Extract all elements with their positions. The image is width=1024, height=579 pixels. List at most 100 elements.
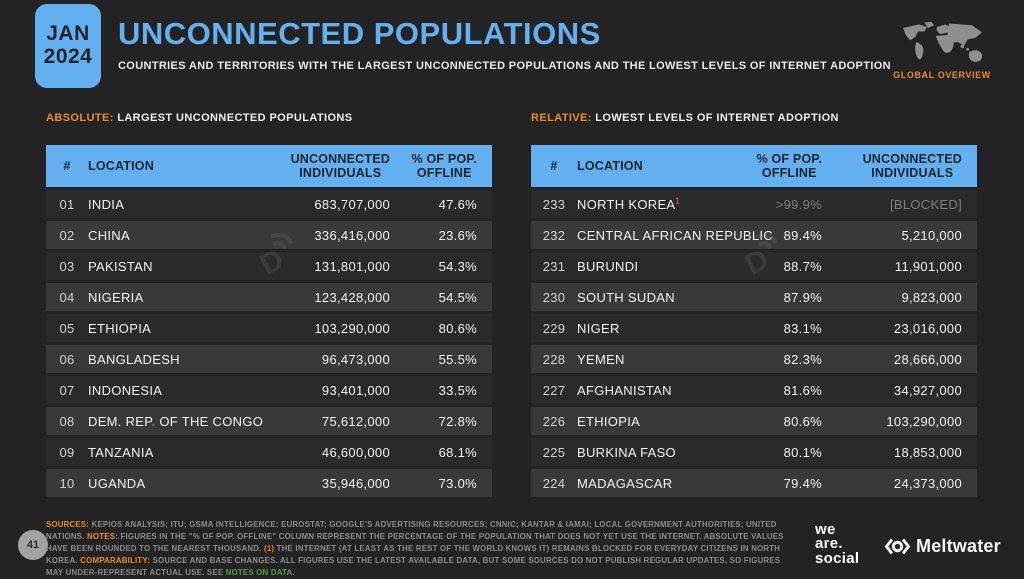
date-month: JAN [46,22,90,46]
footnote-text: SOURCES: [46,520,90,529]
footnote-text: (1) [263,544,275,554]
value-cell: 75,612,000 [321,413,390,429]
notes-on-data-link[interactable]: NOTES ON DATA [225,568,293,578]
footnote-marker: 1 [675,196,681,206]
rank-cell: 228 [542,351,566,367]
value-cell: 80.1% [783,444,822,460]
location-cell: INDONESIA [88,382,163,398]
location-cell: SOUTH SUDAN [577,289,675,305]
value-cell: 82.3% [783,351,822,367]
table-row: 01 INDIA 683,707,000 47.6% [46,190,492,218]
location-cell: CHINA [88,227,130,243]
value-cell: 103,290,000 [886,413,962,429]
rank-cell: 233 [542,196,566,212]
footnote-text: FIGURES IN THE "% OF POP. OFFLINE" COLUM… [46,532,784,554]
rank-cell: 03 [59,258,75,274]
value-cell: 54.3% [438,258,477,274]
panel-absolute-label: ABSOLUTE: LARGEST UNCONNECTED POPULATION… [46,112,492,125]
location-cell: TANZANIA [88,444,154,460]
footnote-text: THE INTERNET (AT LEAST AS THE REST OF TH… [46,544,781,566]
location-cell: BANGLADESH [88,351,180,367]
location-cell: INDIA [88,196,125,212]
value-cell: 96,473,000 [321,351,390,367]
panel-label-prefix: ABSOLUTE: [46,112,114,124]
table-row: 09 TANZANIA 46,600,000 68.1% [46,438,492,466]
rank-cell: 10 [59,475,75,491]
value-cell: 55.5% [438,351,477,367]
we-are-social-logo: we are. social [815,521,860,567]
column-header: UNCONNECTED INDIVIDUALS [862,151,962,180]
value-cell: 88.7% [783,258,822,274]
value-cell: 683,707,000 [314,196,390,212]
table-row: 226 ETHIOPIA 80.6% 103,290,000 [531,407,977,435]
value-cell: 131,801,000 [314,258,390,274]
we-are-social-logo-line: we [815,521,836,538]
location-cell: BURKINA FASO [577,444,676,460]
table-row: 225 BURKINA FASO 80.1% 18,853,000 [531,438,977,466]
rank-cell: 06 [59,351,75,367]
meltwater-logo-icon [884,538,911,555]
table-row: 03 PAKISTAN 131,801,000 54.3% [46,252,492,280]
value-cell: 11,901,000 [894,258,962,274]
value-cell: 80.6% [438,320,477,336]
location-cell: UGANDA [88,475,146,491]
meltwater-logo: Meltwater [884,536,1001,557]
location-cell: NIGER [577,320,620,336]
rank-cell: 01 [59,196,75,212]
location-cell: MADAGASCAR [577,475,673,491]
value-cell: 18,853,000 [893,444,962,460]
column-header: UNCONNECTED INDIVIDUALS [290,151,390,180]
table-body: 233 NORTH KOREA1 >99.9% [BLOCKED] 232 CENTRAL… [531,190,977,497]
rank-cell: 04 [59,289,75,305]
rank-cell: 232 [542,227,566,243]
table-header-row: # LOCATION % OF POP. OFFLINE UNCONNECTED INDI… [531,145,977,187]
table-row: 06 BANGLADESH 96,473,000 55.5% [46,345,492,373]
rank-cell: 231 [542,258,566,274]
value-cell: 46,600,000 [321,444,390,460]
rank-cell: 07 [59,382,75,398]
column-header: # [550,158,558,173]
table-row: 232 CENTRAL AFRICAN REPUBLIC 89.4% 5,210,00… [531,221,977,249]
date-badge: JAN 2024 [35,4,101,88]
page-number-badge: 41 [18,530,48,560]
footnotes: SOURCES: KEPIOS ANALYSIS; ITU; GSMA INTE… [46,519,798,579]
value-cell: 23,016,000 [893,320,962,336]
value-cell: 54.5% [438,289,477,305]
page-subtitle: COUNTRIES AND TERRITORIES WITH THE LARGE… [118,60,891,72]
panel-absolute: ABSOLUTE: LARGEST UNCONNECTED POPULATION… [46,112,492,497]
location-cell: NIGERIA [88,289,144,305]
panel-relative-label: RELATIVE: LOWEST LEVELS OF INTERNET ADOP… [531,112,977,125]
location-cell: NORTH KOREA1 [577,196,681,212]
rank-cell: 224 [542,475,566,491]
value-cell: 83.1% [783,320,822,336]
table-row: 230 SOUTH SUDAN 87.9% 9,823,000 [531,283,977,311]
location-cell: AFGHANISTAN [577,382,672,398]
we-are-social-logo-line: social [815,549,860,567]
we-are-social-logo-line: are. [815,535,843,553]
table-row: 10 UGANDA 35,946,000 73.0% [46,469,492,497]
location-cell: DEM. REP. OF THE CONGO [88,413,264,429]
value-cell: 80.6% [783,413,822,429]
rank-cell: 05 [59,320,75,336]
value-cell: 336,416,000 [314,227,390,243]
value-cell: >99.9% [775,196,822,212]
table-row: 231 BURUNDI 88.7% 11,901,000 [531,252,977,280]
value-cell: [BLOCKED] [889,196,962,212]
panel-label-title: LARGEST UNCONNECTED POPULATIONS [113,112,353,124]
value-cell: 123,428,000 [314,289,390,305]
table-body: 01 INDIA 683,707,000 47.6% 02 CHINA 336,416,00… [46,190,492,497]
rank-cell: 226 [542,413,566,429]
table-row: 228 YEMEN 82.3% 28,666,000 [531,345,977,373]
location-cell: PAKISTAN [88,258,153,274]
rank-cell: 230 [542,289,566,305]
column-header: % OF POP. OFFLINE [411,151,477,180]
table-row: 08 DEM. REP. OF THE CONGO 75,612,000 72.8% [46,407,492,435]
value-cell: 73.0% [438,475,477,491]
rank-cell: 225 [542,444,566,460]
value-cell: 87.9% [783,289,822,305]
column-header: # [63,158,71,173]
table-row: 05 ETHIOPIA 103,290,000 80.6% [46,314,492,342]
value-cell: 79.4% [783,475,822,491]
panel-label-prefix: RELATIVE: [531,112,592,124]
value-cell: 34,927,000 [893,382,962,398]
